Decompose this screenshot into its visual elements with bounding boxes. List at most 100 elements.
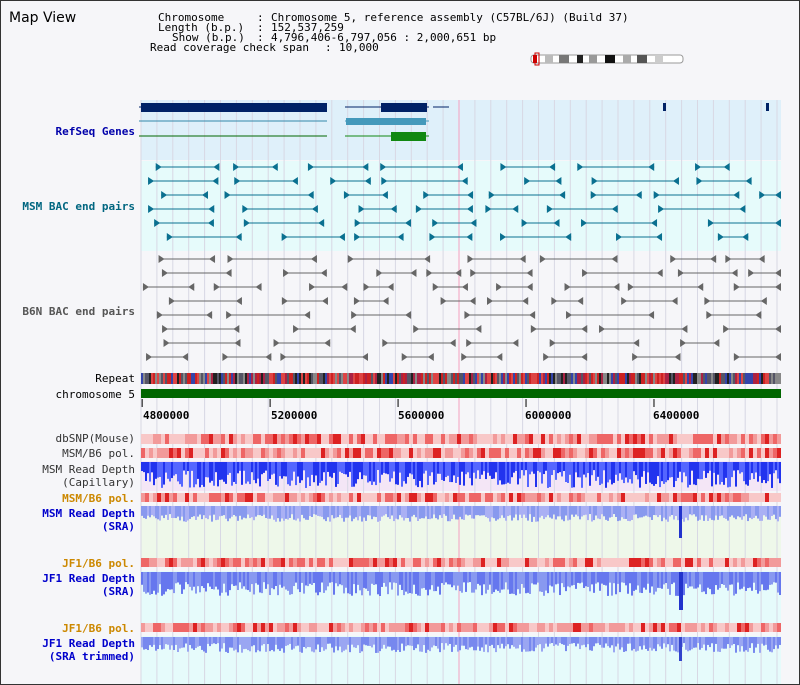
read-depth-bar — [565, 637, 567, 652]
polymorphism-cell — [681, 434, 685, 444]
track-label-refseq[interactable]: RefSeq Genes — [55, 125, 135, 138]
read-depth-bar — [247, 637, 249, 651]
polymorphism-cell — [197, 493, 201, 502]
repeat-bar — [489, 373, 491, 384]
polymorphism-cell — [765, 558, 769, 567]
polymorphism-cell — [405, 493, 409, 502]
polymorphism-cell — [405, 448, 409, 458]
read-depth-bar — [607, 637, 609, 647]
bac-end-marker — [651, 219, 658, 227]
read-depth-bar — [725, 462, 727, 478]
read-depth-bar — [217, 572, 219, 590]
read-depth-bar — [165, 506, 167, 515]
polymorphism-cell — [381, 493, 385, 502]
read-depth-bar — [279, 462, 281, 477]
read-depth-bar — [523, 462, 525, 476]
read-depth-bar — [761, 572, 763, 585]
polymorphism-cell — [401, 558, 405, 567]
polymorphism-cell — [553, 493, 557, 502]
read-depth-bar — [169, 506, 171, 515]
chromosome-ideogram[interactable] — [529, 51, 689, 67]
repeat-bar — [557, 373, 559, 384]
read-depth-bar — [435, 572, 437, 592]
polymorphism-cell — [689, 558, 693, 567]
read-depth-bar — [191, 506, 193, 518]
read-depth-bar — [555, 506, 557, 520]
read-depth-bar — [417, 637, 419, 645]
polymorphism-cell — [513, 558, 517, 567]
read-depth-bar — [143, 462, 145, 473]
repeat-bar — [677, 373, 679, 384]
polymorphism-cell — [445, 623, 449, 632]
polymorphism-cell — [441, 434, 445, 444]
read-depth-bar — [423, 572, 425, 588]
read-depth-bar — [215, 637, 217, 645]
read-depth-bar — [605, 637, 607, 644]
read-depth-bar — [525, 462, 527, 471]
read-depth-bar — [367, 572, 369, 591]
read-depth-bar — [577, 506, 579, 517]
polymorphism-cell — [253, 434, 257, 444]
read-depth-bar — [195, 637, 197, 649]
read-depth-bar — [709, 506, 711, 519]
polymorphism-cell — [665, 558, 669, 567]
read-depth-bar — [487, 637, 489, 653]
polymorphism-cell — [305, 623, 309, 632]
read-depth-bar — [341, 637, 343, 653]
read-depth-bar — [203, 572, 205, 589]
read-depth-bar — [579, 506, 581, 520]
polymorphism-cell — [165, 493, 169, 502]
repeat-bar — [419, 373, 421, 384]
read-depth-bar — [651, 572, 653, 587]
read-depth-bar — [611, 506, 613, 517]
repeat-bar — [665, 373, 667, 384]
read-depth-bar — [277, 637, 279, 650]
bac-end-marker — [455, 269, 462, 277]
repeat-bar — [761, 373, 763, 384]
read-depth-bar — [141, 637, 143, 648]
polymorphism-cell — [585, 434, 589, 444]
read-depth-bar — [761, 637, 763, 644]
read-depth-bar — [403, 506, 405, 521]
track-label-msm-bac[interactable]: MSM BAC end pairs — [22, 200, 135, 213]
read-depth-bar — [479, 637, 481, 651]
read-depth-bar — [279, 506, 281, 522]
read-depth-bar — [289, 572, 291, 595]
bac-end-marker — [280, 353, 287, 361]
polymorphism-cell — [297, 448, 301, 458]
track-label-b6n-bac[interactable]: B6N BAC end pairs — [22, 305, 135, 318]
read-depth-bar — [701, 637, 703, 648]
polymorphism-cell — [341, 493, 345, 502]
polymorphism-cell — [409, 623, 413, 632]
read-depth-bar — [411, 637, 413, 646]
polymorphism-cell — [653, 623, 657, 632]
read-depth-bar — [345, 506, 347, 518]
polymorphism-cell — [733, 448, 737, 458]
read-depth-bar — [269, 637, 271, 652]
track-label-jf1-read-depth-trimmed: JF1 Read Depth (SRA trimmed) — [42, 637, 135, 663]
polymorphism-cell — [201, 448, 205, 458]
read-depth-bar — [255, 506, 257, 517]
read-depth-bar — [595, 462, 597, 481]
read-depth-bar — [469, 637, 471, 648]
read-depth-bar — [335, 506, 337, 518]
bac-end-marker — [553, 219, 560, 227]
read-depth-bar — [187, 506, 189, 521]
read-depth-bar — [241, 572, 243, 589]
read-depth-bar — [369, 506, 371, 516]
read-depth-bar — [229, 637, 231, 648]
polymorphism-cell — [713, 493, 717, 502]
repeat-bar — [283, 373, 285, 384]
read-depth-bar — [381, 637, 383, 649]
polymorphism-cell — [329, 493, 333, 502]
repeat-bar — [397, 373, 399, 384]
read-depth-bar — [377, 506, 379, 522]
read-depth-bar — [735, 506, 737, 520]
polymorphism-cell — [317, 434, 321, 444]
polymorphism-cell — [585, 448, 589, 458]
read-depth-bar — [583, 572, 585, 588]
bac-end-marker — [212, 177, 219, 185]
polymorphism-cell — [625, 448, 629, 458]
